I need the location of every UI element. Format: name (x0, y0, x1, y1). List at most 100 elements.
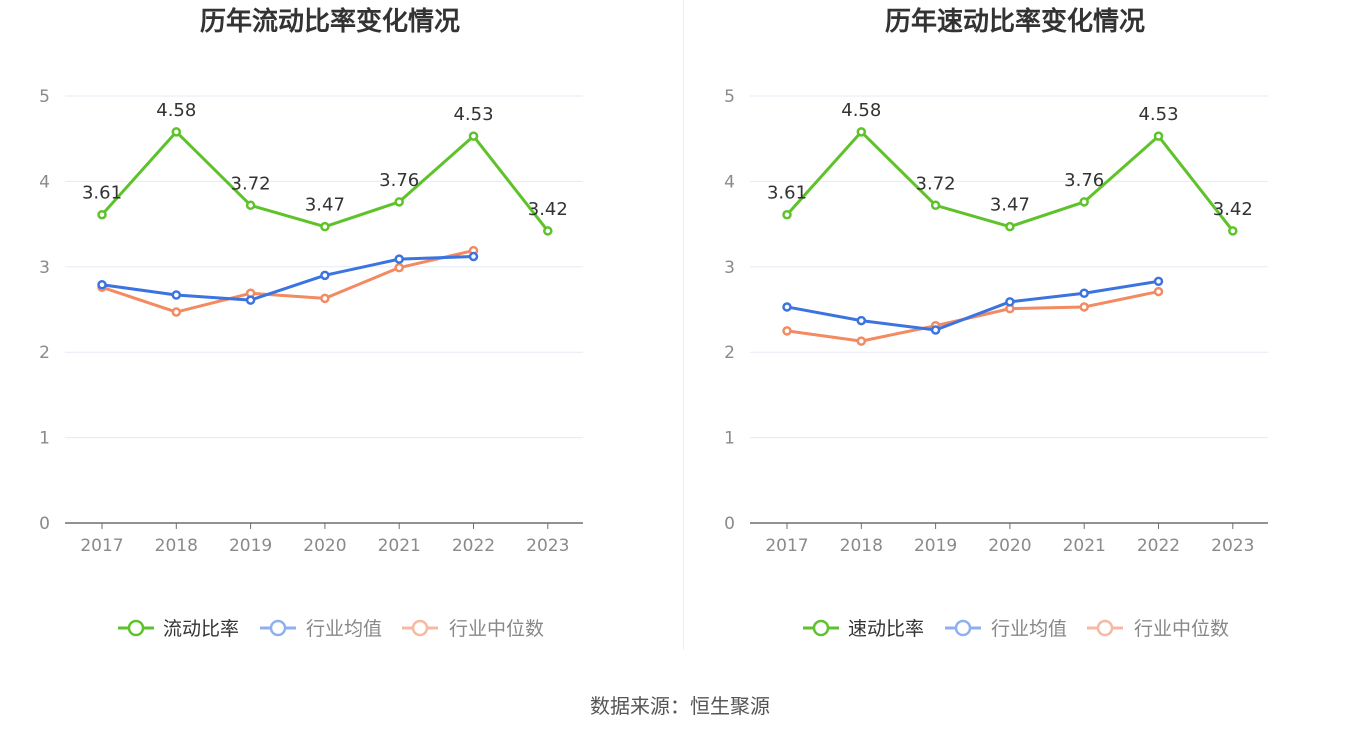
chart-title: 历年速动比率变化情况 (885, 6, 1145, 37)
data-point (320, 270, 330, 281)
data-label: 4.53 (453, 104, 493, 125)
legend-item: 行业均值 (945, 618, 1067, 640)
legend-marker (812, 619, 830, 637)
x-tick-label: 2019 (914, 536, 957, 556)
y-tick-label: 1 (724, 429, 735, 449)
x-tick-label: 2022 (1137, 536, 1180, 556)
data-point (171, 307, 182, 317)
panel-divider (683, 0, 684, 650)
x-tick-label: 2017 (80, 536, 123, 556)
quick-ratio-chart-svg: 历年速动比率变化情况 0 1 2 3 4 5 2017 2018 2019 2020 2021 2022… (724, 6, 1268, 640)
data-point (1079, 288, 1089, 299)
data-point (1153, 276, 1164, 287)
data-point (1005, 221, 1015, 232)
data-point (782, 326, 792, 336)
data-point (1153, 131, 1164, 141)
series-line-1 (101, 255, 474, 302)
legend-label: 行业均值 (991, 618, 1067, 640)
data-point (97, 209, 107, 220)
data-point (394, 197, 404, 207)
data-label: 3.47 (990, 195, 1030, 216)
data-point (97, 279, 107, 290)
legend-label: 行业中位数 (449, 618, 544, 640)
data-label: 3.76 (379, 170, 419, 191)
y-tick-label: 3 (39, 258, 50, 278)
x-tick-label: 2021 (1063, 536, 1106, 556)
chart-title: 历年流动比率变化情况 (200, 6, 460, 37)
legend-marker (954, 619, 972, 637)
x-tick-label: 2020 (303, 536, 346, 556)
y-tick-label: 4 (39, 172, 50, 192)
x-tick-label: 2018 (840, 536, 883, 556)
data-point (468, 131, 479, 141)
data-point (856, 315, 867, 326)
series-line-1 (786, 279, 1159, 332)
data-point (782, 209, 792, 220)
legend-item: 行业中位数 (402, 618, 544, 640)
data-point (1079, 197, 1089, 207)
data-point (320, 221, 330, 232)
data-point (543, 226, 553, 236)
data-point (320, 293, 330, 304)
x-tick-label: 2022 (452, 536, 495, 556)
legend-label: 行业均值 (306, 618, 382, 640)
data-point (171, 127, 182, 137)
x-tick-label: 2019 (229, 536, 272, 556)
data-label: 4.53 (1138, 104, 1178, 125)
legend-item: 行业均值 (260, 618, 382, 640)
current-ratio-chart-svg: 历年流动比率变化情况 0 1 2 3 4 5 2017 2018 2019 2020 2021 2022… (39, 6, 583, 640)
legend-label: 速动比率 (848, 618, 924, 640)
legend-marker (269, 619, 287, 637)
data-label: 3.76 (1064, 170, 1104, 191)
data-point (1228, 226, 1238, 236)
data-point (1005, 297, 1015, 307)
data-point (245, 200, 256, 211)
y-tick-label: 4 (724, 172, 735, 192)
data-point (930, 325, 941, 335)
legend-marker (411, 619, 429, 637)
series-line-2 (101, 249, 474, 314)
quick-ratio-chart: 历年速动比率变化情况 0 1 2 3 4 5 2017 2018 2019 2020 2021 2022… (685, 0, 1360, 660)
data-label: 4.58 (156, 100, 196, 121)
x-tick-label: 2023 (526, 536, 569, 556)
data-point (394, 262, 404, 273)
data-point (856, 127, 867, 137)
y-tick-label: 3 (724, 258, 735, 278)
current-ratio-chart: 历年流动比率变化情况 0 1 2 3 4 5 2017 2018 2019 2020 2021 2022… (0, 0, 680, 660)
y-tick-label: 2 (39, 343, 50, 363)
y-tick-label: 5 (724, 87, 735, 107)
y-tick-label: 5 (39, 87, 50, 107)
x-tick-label: 2017 (765, 536, 808, 556)
legend-marker (1096, 619, 1114, 637)
data-label: 4.58 (841, 100, 881, 121)
x-tick-label: 2021 (378, 536, 421, 556)
legend-label: 行业中位数 (1134, 618, 1229, 640)
y-tick-label: 1 (39, 429, 50, 449)
legend-item: 流动比率 (118, 618, 239, 640)
data-point (171, 290, 182, 300)
data-point (468, 251, 479, 262)
data-point (782, 302, 792, 312)
data-label: 3.61 (767, 183, 807, 204)
y-tick-label: 2 (724, 343, 735, 363)
legend-label: 流动比率 (163, 618, 239, 640)
data-point (394, 254, 404, 264)
data-label: 3.72 (231, 173, 271, 194)
data-point (245, 295, 256, 305)
data-label: 3.61 (82, 183, 122, 204)
data-point (1153, 286, 1164, 297)
x-tick-label: 2018 (155, 536, 198, 556)
x-tick-label: 2023 (1211, 536, 1254, 556)
y-tick-label: 0 (724, 514, 735, 534)
data-source: 数据来源：恒生聚源 (590, 694, 770, 718)
legend-item: 速动比率 (803, 618, 924, 640)
data-label: 3.47 (305, 195, 345, 216)
data-point (1079, 302, 1089, 312)
data-point (856, 336, 867, 346)
legend-item: 行业中位数 (1087, 618, 1229, 640)
legend-marker (127, 619, 145, 637)
data-label: 3.42 (528, 199, 568, 220)
data-point (930, 200, 941, 211)
data-label: 3.72 (916, 173, 956, 194)
x-tick-label: 2020 (988, 536, 1031, 556)
